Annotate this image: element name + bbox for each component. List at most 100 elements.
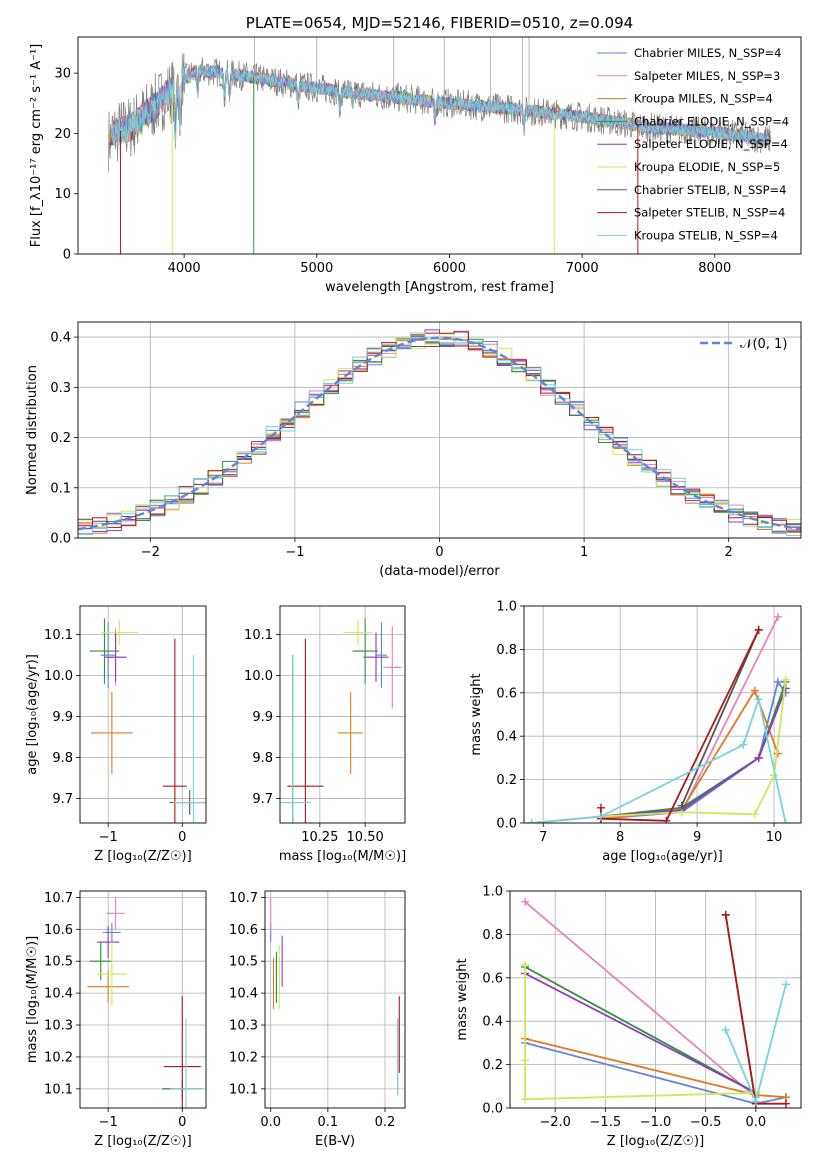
- weight_vs_z-plot: −2.0 −1.5 −1.0 −0.5 0.0 0.0 0.2 0.4 0.6 0.8 1.0 Z […: [455, 885, 802, 1149]
- spectrum-plot: 4000 5000 6000 7000 8000 0 10 20 30 wavelength [A…: [29, 14, 802, 295]
- x-tick-label: −1.5: [590, 1115, 622, 1130]
- y-tick-label: 1.0: [496, 600, 517, 615]
- weight-line-chabrier_stelib: [680, 629, 760, 806]
- y-tick-label: 0.2: [496, 773, 517, 788]
- age_vs_z-xlabel: Z [log₁₀(Z/Z☉)]: [94, 849, 191, 864]
- y-tick-label: 20: [54, 127, 71, 142]
- weight-marker-salpeter_stelib: [662, 816, 671, 823]
- weight-marker-salpeter_stelib: [596, 803, 605, 812]
- x-tick-label: −2: [141, 545, 160, 560]
- legend-entry: 𝒩(0, 1): [740, 337, 787, 352]
- legend-entry: Salpeter ELODIE, N_SSP=4: [634, 137, 788, 151]
- y-tick-label: 10.0: [44, 669, 73, 684]
- x-tick-label: 2: [725, 545, 733, 560]
- weight-marker-salpeter_elodie: [754, 753, 763, 762]
- y-tick-label: 10.6: [44, 923, 73, 938]
- residuals-plot: −2 −1 0 1 2 0.0 0.1 0.2 0.3 0.4 (data-model)/error…: [25, 321, 802, 579]
- legend-entry: Salpeter MILES, N_SSP=3: [634, 69, 780, 83]
- spectrum-ylabel: Flux [f_λ10⁻¹⁷ erg cm⁻² s⁻¹ A⁻¹]: [29, 44, 44, 248]
- residuals-xlabel: (data-model)/error: [379, 564, 500, 579]
- y-tick-label: 30: [54, 67, 71, 82]
- y-tick-label: 10.4: [44, 987, 73, 1002]
- y-tick-label: 0.2: [50, 431, 71, 446]
- spectrum-model-kroupa_stelib: [112, 64, 769, 147]
- mass_vs_ebv-frame: [264, 890, 406, 1109]
- x-tick-label: 0.0: [260, 1115, 281, 1130]
- x-tick-label: 10.50: [347, 830, 384, 845]
- weight-marker-kroupa_miles: [750, 686, 759, 695]
- mass_vs_z-grid: [80, 891, 206, 1108]
- age_vs_z-grid: [80, 606, 206, 823]
- age_vs_z-axes: −1 0 9.7 9.8 9.9 10.0 10.1 Z [log₁₀(Z/Z☉)] age […: [25, 605, 207, 864]
- weight-marker-kroupa_stelib: [781, 819, 790, 823]
- x-tick-label: −1: [99, 1115, 118, 1130]
- residuals-ylabel: Normed distribution: [25, 365, 40, 495]
- y-tick-label: 10.1: [244, 628, 273, 643]
- x-tick-label: 0.1: [318, 1115, 339, 1130]
- y-tick-label: 0.0: [50, 532, 71, 547]
- weight_vs_age-frame: [523, 605, 802, 824]
- weight-marker-salpeter_stelib: [754, 625, 763, 634]
- y-tick-label: 9.7: [252, 792, 273, 807]
- legend-entry: Kroupa ELODIE, N_SSP=5: [634, 160, 780, 174]
- y-tick-label: 9.7: [52, 792, 73, 807]
- weight-line-kroupa_elodie: [524, 964, 756, 1101]
- weight-line-kroupa_miles: [600, 688, 779, 820]
- y-tick-label: 10.3: [229, 1019, 258, 1034]
- y-tick-label: 10.1: [229, 1082, 258, 1097]
- weight_vs_age-xlabel: age [log₁₀(age/yr)]: [602, 849, 723, 864]
- weight_vs_z-ylabel: mass weight: [455, 958, 470, 1040]
- y-tick-label: 0.3: [50, 381, 71, 396]
- mass_vs_ebv-plot: 0.0 0.1 0.2 10.1 10.2 10.3 10.4 10.5 10.6 10.7 E(B…: [229, 890, 406, 1149]
- x-tick-label: 7: [539, 830, 547, 845]
- weight-marker-salpeter_miles: [773, 612, 782, 621]
- weight_vs_z-xlabel: Z [log₁₀(Z/Z☉)]: [607, 1134, 704, 1149]
- weight-line-salpeter_miles: [524, 901, 757, 1098]
- y-tick-label: 10.2: [229, 1050, 258, 1065]
- y-tick-label: 0.8: [496, 643, 517, 658]
- x-tick-label: 6000: [433, 261, 466, 276]
- y-tick-label: 0.1: [50, 481, 71, 496]
- y-tick-label: 9.9: [252, 710, 273, 725]
- mass_vs_ebv-axes: 0.0 0.1 0.2 10.1 10.2 10.3 10.4 10.5 10.6 10.7 E(B…: [229, 890, 406, 1149]
- x-tick-label: 0.2: [375, 1115, 396, 1130]
- residuals-frame: [77, 321, 802, 539]
- weight-marker-kroupa_stelib: [751, 1097, 760, 1106]
- x-tick-label: 1: [580, 545, 588, 560]
- weight_vs_age-data: [527, 612, 790, 823]
- y-tick-label: 0.4: [50, 331, 71, 346]
- age_vs_z-plot: −1 0 9.7 9.8 9.9 10.0 10.1 Z [log₁₀(Z/Z☉)] age […: [25, 605, 207, 864]
- mass_vs_z-frame: [79, 890, 207, 1109]
- weight-marker-kroupa_stelib: [754, 695, 763, 704]
- weight-line-kroupa_stelib: [531, 695, 787, 823]
- x-tick-label: 0: [178, 1115, 186, 1130]
- weight_vs_age-ylabel: mass weight: [469, 673, 484, 755]
- y-tick-label: 10.7: [229, 891, 258, 906]
- y-tick-label: 9.8: [252, 751, 273, 766]
- age_vs_z-frame: [79, 605, 207, 824]
- weight-marker-kroupa_stelib: [781, 980, 790, 989]
- y-tick-label: 9.9: [52, 710, 73, 725]
- spectrum-frame: [77, 36, 802, 255]
- residuals-data: [78, 329, 801, 536]
- weight-marker-chabrier_miles: [773, 677, 782, 686]
- weight-marker-kroupa_elodie: [750, 810, 759, 819]
- x-tick-label: −1.0: [640, 1115, 672, 1130]
- age_vs_z-data: [89, 618, 206, 823]
- x-tick-label: 8: [616, 830, 624, 845]
- y-tick-label: 0.2: [482, 1058, 503, 1073]
- x-tick-label: 7000: [566, 261, 599, 276]
- age_vs_mass-grid: [280, 606, 405, 823]
- weight_vs_z-data: [521, 897, 790, 1108]
- y-tick-label: 0: [63, 248, 71, 263]
- spectrum-xlabel: wavelength [Angstrom, rest frame]: [325, 280, 554, 295]
- y-tick-label: 10.3: [44, 1019, 73, 1034]
- weight_vs_z-frame: [509, 890, 802, 1109]
- y-tick-label: 10.1: [44, 628, 73, 643]
- mass_vs_z-data: [87, 897, 203, 1108]
- mass_vs_z-axes: −1 0 10.1 10.2 10.3 10.4 10.5 10.6 10.7 Z [log₁₀(…: [25, 890, 207, 1149]
- chart-title: PLATE=0654, MJD=52146, FIBERID=0510, z=0…: [246, 14, 633, 32]
- weight_vs_age-grid: [524, 605, 801, 824]
- weight-marker-chabrier_stelib: [677, 801, 686, 810]
- weight-marker-salpeter_stelib: [721, 910, 730, 919]
